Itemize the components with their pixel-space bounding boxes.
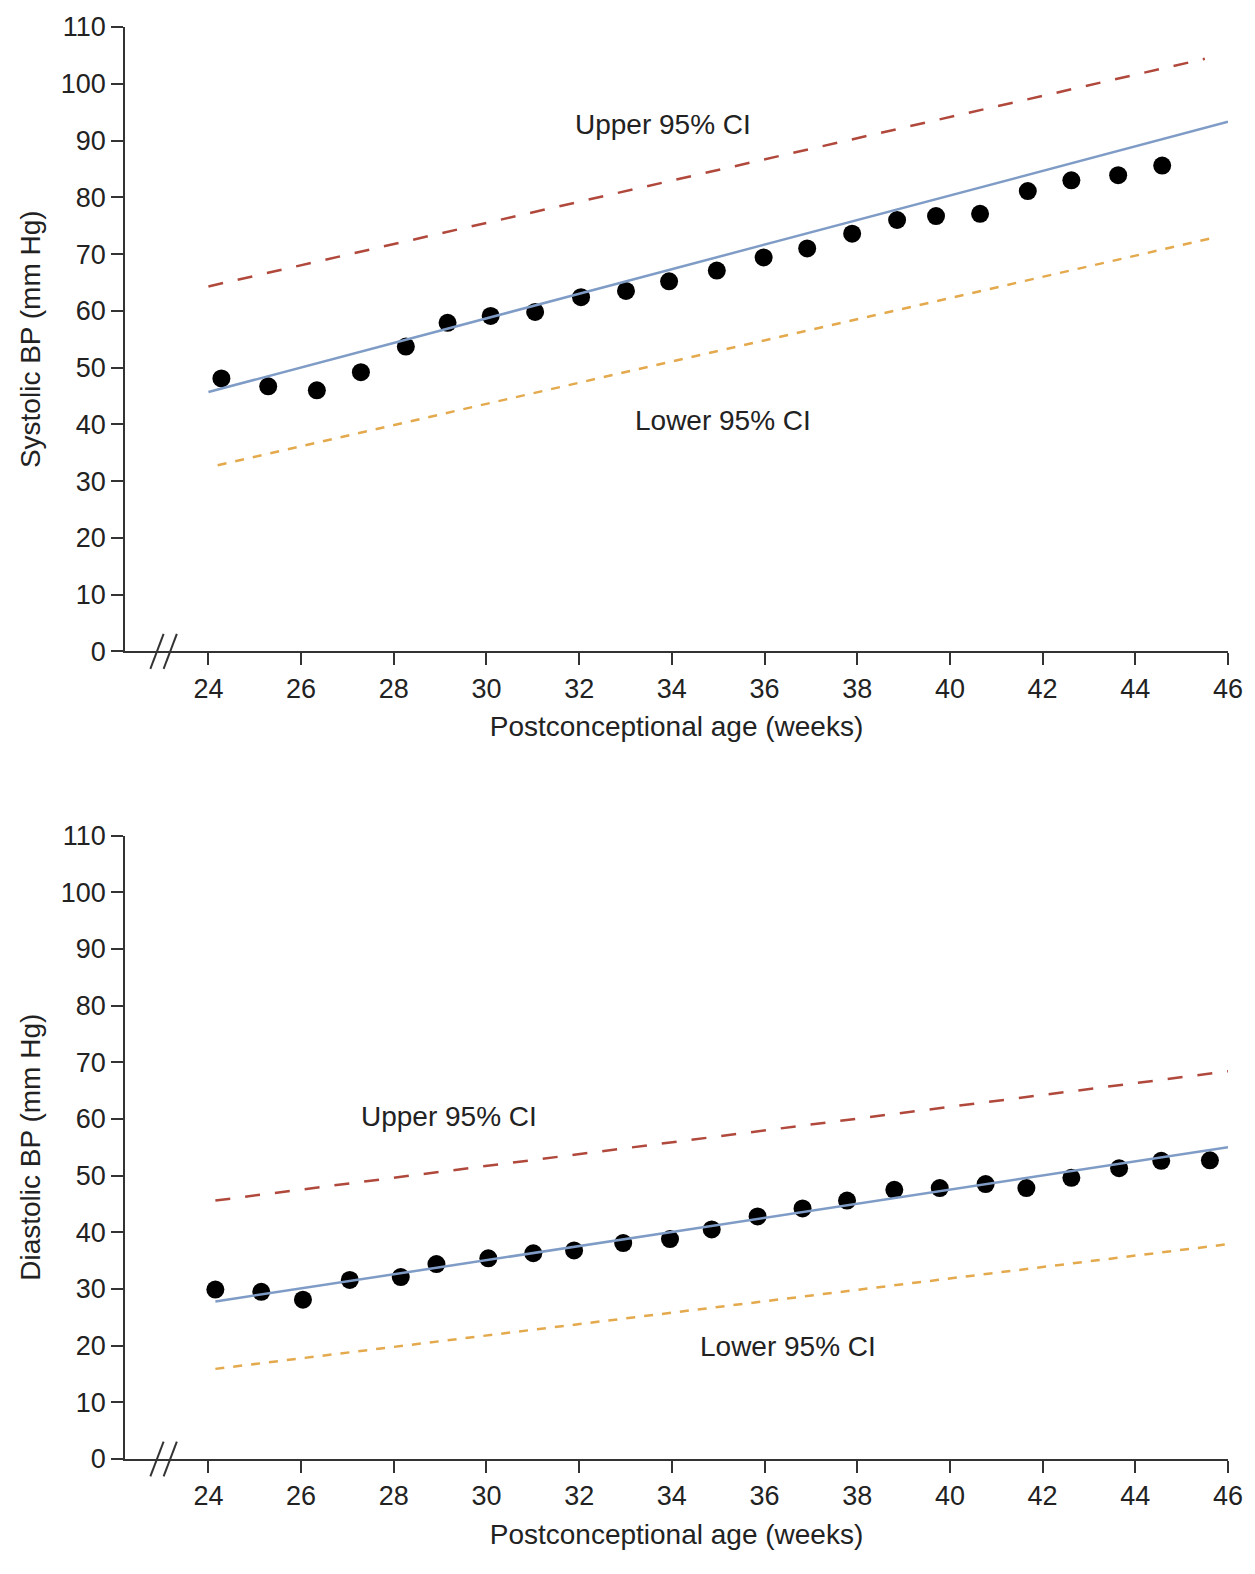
svg-text:24: 24 bbox=[193, 674, 223, 704]
svg-text:10: 10 bbox=[76, 1388, 106, 1418]
svg-text:60: 60 bbox=[76, 1104, 106, 1134]
svg-text:80: 80 bbox=[76, 183, 106, 213]
svg-text:70: 70 bbox=[76, 240, 106, 270]
svg-text:40: 40 bbox=[76, 1218, 106, 1248]
svg-text:0: 0 bbox=[91, 637, 106, 667]
svg-text:40: 40 bbox=[935, 1481, 965, 1511]
svg-text:36: 36 bbox=[750, 674, 780, 704]
svg-text:42: 42 bbox=[1028, 1481, 1058, 1511]
svg-text:40: 40 bbox=[935, 674, 965, 704]
svg-text:100: 100 bbox=[61, 69, 106, 99]
svg-text:24: 24 bbox=[193, 1481, 223, 1511]
svg-text:34: 34 bbox=[657, 1481, 687, 1511]
svg-text:30: 30 bbox=[471, 1481, 501, 1511]
svg-text:100: 100 bbox=[61, 878, 106, 908]
svg-text:60: 60 bbox=[76, 296, 106, 326]
svg-text:44: 44 bbox=[1120, 674, 1150, 704]
svg-text:10: 10 bbox=[76, 580, 106, 610]
svg-text:46: 46 bbox=[1213, 1481, 1243, 1511]
svg-text:90: 90 bbox=[76, 934, 106, 964]
svg-text:20: 20 bbox=[76, 1331, 106, 1361]
svg-text:50: 50 bbox=[76, 353, 106, 383]
svg-text:110: 110 bbox=[63, 821, 106, 851]
svg-text:44: 44 bbox=[1120, 1481, 1150, 1511]
svg-text:36: 36 bbox=[750, 1481, 780, 1511]
svg-text:32: 32 bbox=[564, 1481, 594, 1511]
svg-text:38: 38 bbox=[842, 1481, 872, 1511]
svg-text:30: 30 bbox=[471, 674, 501, 704]
svg-text:80: 80 bbox=[76, 991, 106, 1021]
svg-text:30: 30 bbox=[76, 1274, 106, 1304]
svg-text:30: 30 bbox=[76, 467, 106, 497]
svg-text:28: 28 bbox=[379, 674, 409, 704]
svg-text:70: 70 bbox=[76, 1048, 106, 1078]
svg-text:Lower 95% CI: Lower 95% CI bbox=[635, 405, 811, 436]
svg-text:32: 32 bbox=[564, 674, 594, 704]
svg-text:Postconceptional age (weeks): Postconceptional age (weeks) bbox=[490, 711, 864, 742]
svg-text:Upper 95% CI: Upper 95% CI bbox=[361, 1101, 537, 1132]
svg-text:90: 90 bbox=[76, 126, 106, 156]
svg-text:Upper 95% CI: Upper 95% CI bbox=[575, 109, 751, 140]
svg-text:38: 38 bbox=[842, 674, 872, 704]
svg-text:26: 26 bbox=[286, 1481, 316, 1511]
svg-text:Postconceptional age (weeks): Postconceptional age (weeks) bbox=[490, 1519, 864, 1550]
svg-text:Diastolic BP (mm Hg): Diastolic BP (mm Hg) bbox=[15, 1014, 46, 1281]
svg-text:40: 40 bbox=[76, 410, 106, 440]
svg-text:34: 34 bbox=[657, 674, 687, 704]
svg-text:20: 20 bbox=[76, 523, 106, 553]
svg-text:46: 46 bbox=[1213, 674, 1243, 704]
svg-text:28: 28 bbox=[379, 1481, 409, 1511]
svg-text:Systolic BP (mm Hg): Systolic BP (mm Hg) bbox=[15, 210, 46, 468]
svg-text:Lower 95% CI: Lower 95% CI bbox=[700, 1331, 876, 1362]
svg-text:50: 50 bbox=[76, 1161, 106, 1191]
svg-text:110: 110 bbox=[63, 12, 106, 42]
svg-text:0: 0 bbox=[91, 1444, 106, 1474]
svg-text:26: 26 bbox=[286, 674, 316, 704]
svg-text:42: 42 bbox=[1028, 674, 1058, 704]
